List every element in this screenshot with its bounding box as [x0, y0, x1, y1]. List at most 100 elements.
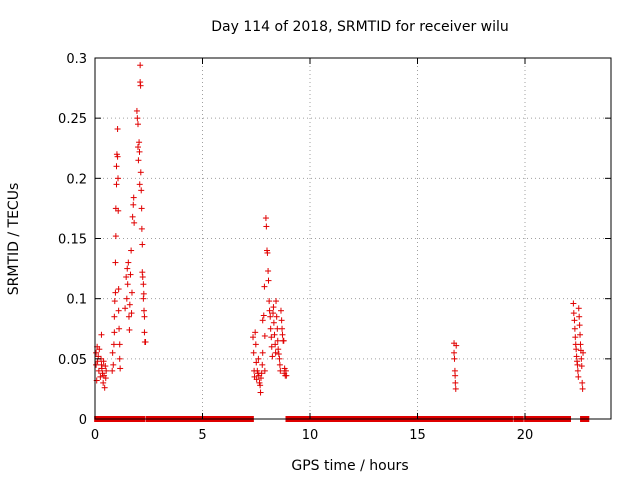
- data-point: [130, 194, 137, 201]
- data-point: [452, 379, 459, 386]
- data-point: [571, 317, 578, 324]
- data-point: [138, 187, 145, 194]
- data-point: [126, 326, 133, 333]
- data-point: [580, 349, 587, 356]
- data-point: [273, 313, 280, 320]
- data-point: [141, 313, 148, 320]
- data-point: [140, 281, 147, 288]
- data-point: [572, 334, 579, 341]
- data-point: [275, 351, 282, 358]
- chart-title: Day 114 of 2018, SRMTID for receiver wil…: [211, 19, 509, 35]
- data-point: [575, 373, 582, 380]
- data-point: [266, 298, 273, 305]
- data-point: [122, 305, 129, 312]
- data-point: [95, 367, 102, 374]
- data-point: [252, 341, 259, 348]
- data-point: [267, 325, 274, 332]
- data-point: [115, 286, 122, 293]
- data-point: [114, 125, 121, 132]
- x-tick-label: 20: [517, 428, 534, 443]
- data-point: [273, 298, 280, 305]
- data-point: [280, 337, 287, 344]
- data-point: [260, 312, 267, 319]
- data-point: [579, 379, 586, 386]
- data-point: [272, 349, 279, 356]
- data-point: [263, 223, 270, 230]
- data-point: [252, 329, 259, 336]
- y-tick-label: 0.15: [58, 233, 87, 248]
- data-point: [270, 319, 277, 326]
- data-point: [137, 62, 144, 69]
- data-point: [279, 331, 286, 338]
- data-point: [111, 329, 118, 336]
- x-tick-label: 5: [198, 428, 206, 443]
- data-point: [255, 355, 262, 362]
- data-point: [109, 367, 116, 374]
- data-point: [264, 249, 271, 256]
- data-point: [451, 349, 458, 356]
- y-tick-label: 0.3: [66, 52, 87, 67]
- data-point: [257, 382, 264, 389]
- data-point: [268, 343, 275, 350]
- data-point: [123, 295, 130, 302]
- y-tick-label: 0.2: [66, 172, 87, 187]
- data-point: [128, 247, 135, 254]
- data-point: [125, 259, 132, 266]
- data-point: [135, 144, 141, 151]
- data-point: [139, 241, 146, 248]
- data-point: [115, 307, 122, 314]
- data-point: [142, 338, 149, 345]
- data-point: [570, 310, 577, 317]
- data-point: [270, 304, 277, 311]
- data-point: [98, 331, 105, 338]
- data-point: [574, 367, 581, 374]
- data-point: [137, 82, 144, 89]
- data-point: [102, 363, 109, 370]
- data-point: [127, 271, 134, 278]
- data-points: [93, 62, 590, 422]
- data-point: [265, 267, 272, 274]
- data-point: [275, 346, 282, 353]
- data-point: [258, 370, 265, 377]
- data-point: [262, 215, 269, 222]
- data-point: [135, 157, 142, 164]
- data-point: [123, 274, 130, 281]
- data-point: [131, 219, 138, 226]
- data-point: [253, 376, 260, 383]
- data-point: [575, 305, 582, 312]
- x-tick-label: 15: [409, 428, 426, 443]
- data-point: [259, 317, 266, 324]
- data-point: [577, 341, 584, 348]
- data-point: [137, 169, 144, 176]
- data-point: [578, 363, 585, 370]
- data-point: [110, 361, 117, 368]
- data-point: [111, 298, 118, 305]
- data-point: [250, 334, 257, 341]
- data-point: [112, 259, 119, 266]
- data-point: [111, 313, 118, 320]
- data-point: [571, 325, 578, 332]
- data-point: [93, 349, 100, 356]
- data-point: [276, 355, 283, 362]
- data-point: [261, 367, 268, 374]
- data-point: [125, 313, 132, 320]
- data-point: [135, 121, 141, 128]
- x-axis-label: GPS time / hours: [291, 458, 408, 474]
- data-point: [116, 355, 123, 362]
- data-point: [138, 205, 145, 212]
- data-point: [141, 307, 148, 314]
- data-point: [452, 385, 459, 392]
- data-point: [277, 367, 284, 374]
- data-point: [261, 332, 268, 339]
- data-point: [141, 329, 148, 336]
- data-point: [267, 313, 274, 320]
- data-point: [112, 289, 119, 296]
- data-point: [278, 317, 285, 324]
- data-point: [136, 181, 143, 188]
- data-point: [130, 201, 137, 208]
- y-tick-label: 0: [79, 413, 87, 428]
- data-point: [279, 325, 286, 332]
- axis-ticks: 0 0.05 0.1 0.15 0.2 0.25 0.3 0 5 10 15 20: [58, 52, 611, 443]
- data-point: [138, 225, 145, 232]
